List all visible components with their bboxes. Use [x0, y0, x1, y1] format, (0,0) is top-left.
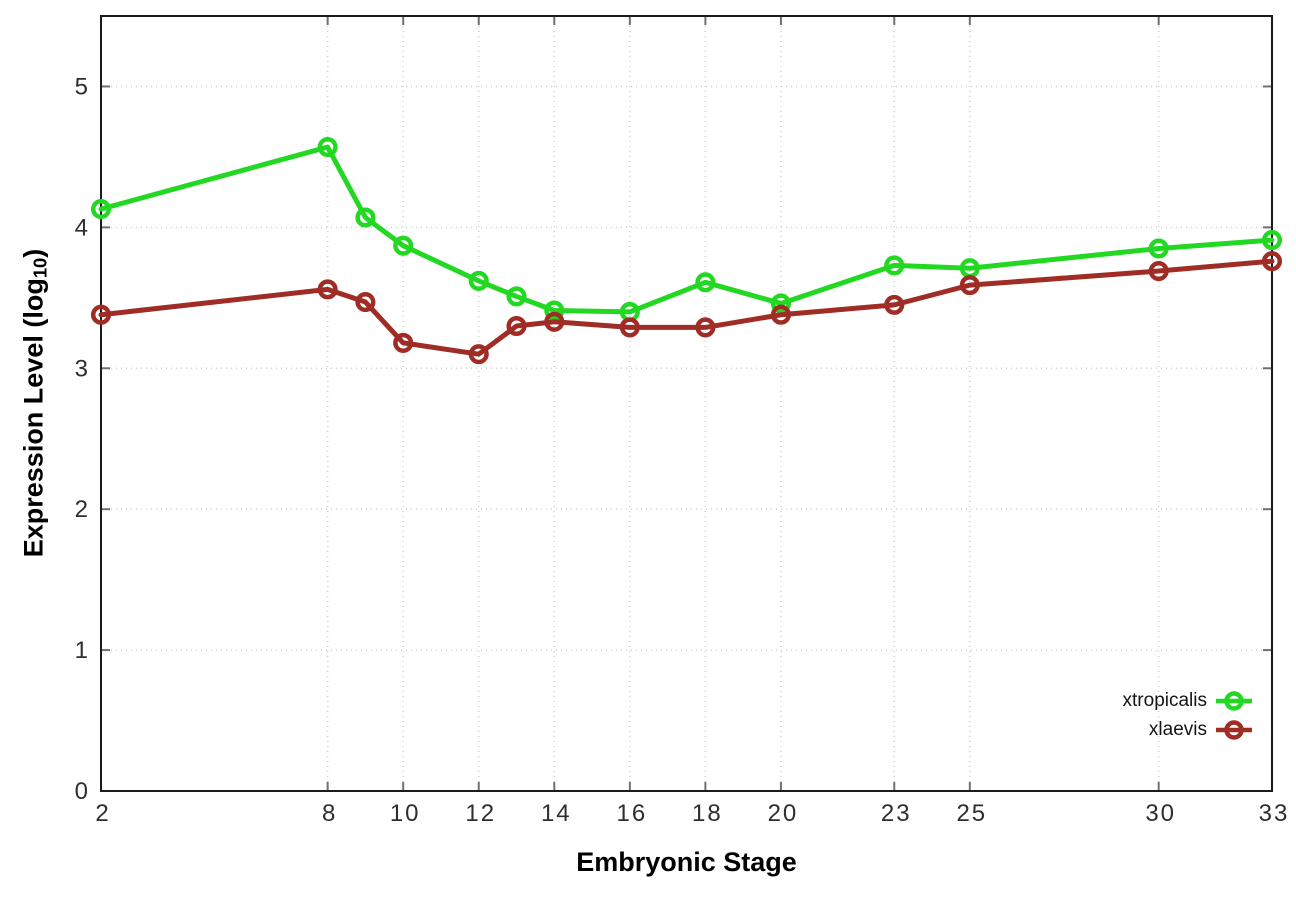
plot-frame — [100, 15, 1273, 792]
line-point-marker-icon — [1216, 719, 1252, 740]
x-tick-label: 25 — [956, 800, 987, 827]
data-point-marker-xtropicalis — [544, 300, 565, 321]
x-tick-label: 18 — [692, 800, 723, 827]
data-point-marker-xlaevis — [1148, 260, 1169, 282]
y-axis-title-subscript: 10 — [29, 257, 51, 279]
legend-item-xlaevis: xlaevis — [1123, 715, 1254, 744]
y-tick-label: 3 — [75, 355, 88, 382]
data-point-marker-xlaevis — [468, 344, 489, 365]
series-line-xtropicalis — [98, 144, 1275, 315]
y-tick-label: 5 — [75, 73, 88, 100]
x-tick-label: 2 — [95, 800, 110, 827]
data-point-marker-xtropicalis — [1148, 238, 1169, 259]
data-point-marker-xlaevis — [884, 294, 905, 315]
data-point-marker-xlaevis — [393, 332, 414, 353]
x-tick-label: 20 — [768, 800, 799, 827]
data-point-marker-xtropicalis — [884, 255, 905, 276]
line-point-marker-icon — [1216, 690, 1252, 711]
x-tick-label: 14 — [541, 800, 572, 827]
x-tick-label: 10 — [390, 800, 421, 827]
y-tick-label: 4 — [75, 214, 88, 241]
data-point-marker-xlaevis — [544, 311, 565, 332]
data-point-marker-xlaevis — [770, 304, 791, 325]
x-tick-label: 12 — [465, 800, 496, 827]
data-point-marker-xlaevis — [355, 291, 376, 313]
data-point-marker-xlaevis — [317, 279, 338, 300]
data-point-marker-xtropicalis — [468, 270, 489, 291]
legend-item-xtropicalis: xtropicalis — [1123, 686, 1254, 715]
data-point-marker-xtropicalis — [90, 198, 112, 220]
y-tick-label: 1 — [75, 637, 88, 664]
data-point-marker-xtropicalis — [770, 293, 791, 314]
legend: xtropicalis xlaevis — [1123, 686, 1254, 744]
legend-label: xtropicalis — [1122, 689, 1207, 711]
legend-label: xlaevis — [1148, 718, 1207, 740]
series-line-xlaevis — [98, 258, 1275, 357]
data-point-marker-xlaevis — [506, 315, 527, 337]
data-point-marker-xtropicalis — [355, 207, 376, 228]
y-axis-title: Expression Level (log10) — [18, 249, 51, 558]
data-point-marker-xlaevis — [619, 317, 640, 338]
x-axis-title: Embryonic Stage — [576, 847, 797, 877]
x-tick-label: 8 — [322, 800, 337, 827]
data-point-marker-xlaevis — [695, 317, 716, 338]
x-tick-label: 16 — [616, 800, 647, 827]
data-point-marker-xtropicalis — [393, 235, 414, 256]
x-tick-label: 23 — [881, 800, 912, 827]
x-tick-label: 30 — [1145, 800, 1176, 827]
data-point-marker-xtropicalis — [1261, 229, 1283, 251]
y-axis-title-text: Expression Level (log — [18, 278, 49, 558]
data-point-marker-xtropicalis — [506, 286, 527, 307]
y-tick-label: 2 — [75, 496, 88, 523]
x-tick-label: 33 — [1259, 800, 1290, 827]
data-point-marker-xlaevis — [90, 304, 112, 325]
data-point-marker-xlaevis — [959, 275, 980, 296]
y-tick-label: 0 — [75, 778, 88, 805]
data-point-marker-xlaevis — [1261, 251, 1283, 272]
data-point-marker-xtropicalis — [695, 272, 716, 293]
data-point-marker-xtropicalis — [317, 136, 338, 158]
